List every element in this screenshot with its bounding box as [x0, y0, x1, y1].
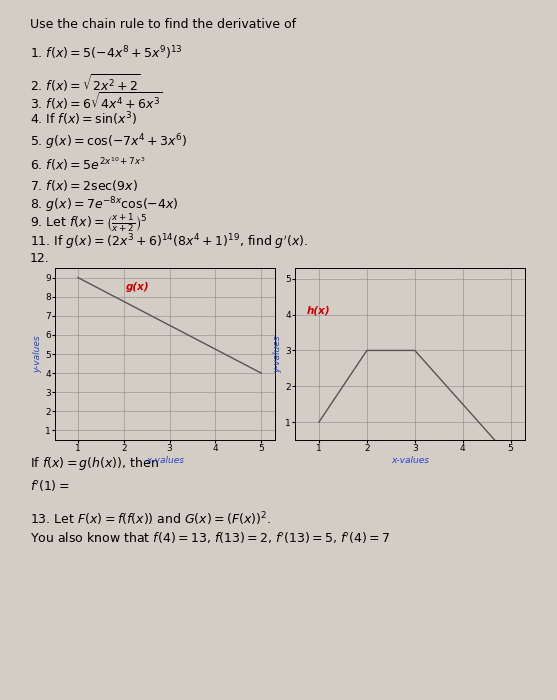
Y-axis label: y-values: y-values [33, 335, 42, 373]
Text: 9. Let $f(x) = \left(\frac{x+1}{x+2}\right)^5$: 9. Let $f(x) = \left(\frac{x+1}{x+2}\rig… [30, 212, 148, 234]
Text: 6. $f(x) = 5e^{2x^{10}+7x^3}$: 6. $f(x) = 5e^{2x^{10}+7x^3}$ [30, 155, 145, 173]
Text: 12.: 12. [30, 252, 50, 265]
Text: 5. $g(x)= \cos(-7x^4 + 3x^6)$: 5. $g(x)= \cos(-7x^4 + 3x^6)$ [30, 132, 188, 152]
Text: $f'(1) =$: $f'(1) =$ [30, 478, 70, 493]
Text: 7. $f(x) = 2\sec(9x)$: 7. $f(x) = 2\sec(9x)$ [30, 178, 138, 193]
X-axis label: x-values: x-values [391, 456, 429, 465]
Text: 8. $g(x) = 7e^{-8x}\cos(-4x)$: 8. $g(x) = 7e^{-8x}\cos(-4x)$ [30, 195, 178, 215]
Text: 13. Let $F(x) = f(f(x))$ and $G(x) = (F(x))^2$.: 13. Let $F(x) = f(f(x))$ and $G(x) = (F(… [30, 510, 271, 528]
Text: 3. $f(x) = 6\sqrt{4x^4 + 6x^3}$: 3. $f(x) = 6\sqrt{4x^4 + 6x^3}$ [30, 90, 163, 112]
Y-axis label: y-values: y-values [273, 335, 282, 373]
Text: Use the chain rule to find the derivative of: Use the chain rule to find the derivativ… [30, 18, 296, 31]
Text: You also know that $f(4) = 13$, $f(13) = 2$, $f'(13) = 5$, $f'(4) = 7$: You also know that $f(4) = 13$, $f(13) =… [30, 530, 390, 545]
X-axis label: x-values: x-values [146, 456, 184, 465]
Text: 11. If $g(x) = (2x^3 + 6)^{14}(8x^4 + 1)^{19}$, find $g'(x)$.: 11. If $g(x) = (2x^3 + 6)^{14}(8x^4 + 1)… [30, 232, 308, 251]
Text: If $f(x) = g(h(x))$, then: If $f(x) = g(h(x))$, then [30, 455, 159, 472]
Text: g(x): g(x) [125, 282, 149, 292]
Text: 1. $f(x) = 5(-4x^8 + 5x^9)^{13}$: 1. $f(x) = 5(-4x^8 + 5x^9)^{13}$ [30, 44, 183, 62]
Text: 4. If $f(x) = \sin(x^3)$: 4. If $f(x) = \sin(x^3)$ [30, 110, 138, 127]
Text: h(x): h(x) [306, 306, 330, 316]
Text: 2. $f(x) = \sqrt{2x^2 + 2}$: 2. $f(x) = \sqrt{2x^2 + 2}$ [30, 72, 141, 94]
